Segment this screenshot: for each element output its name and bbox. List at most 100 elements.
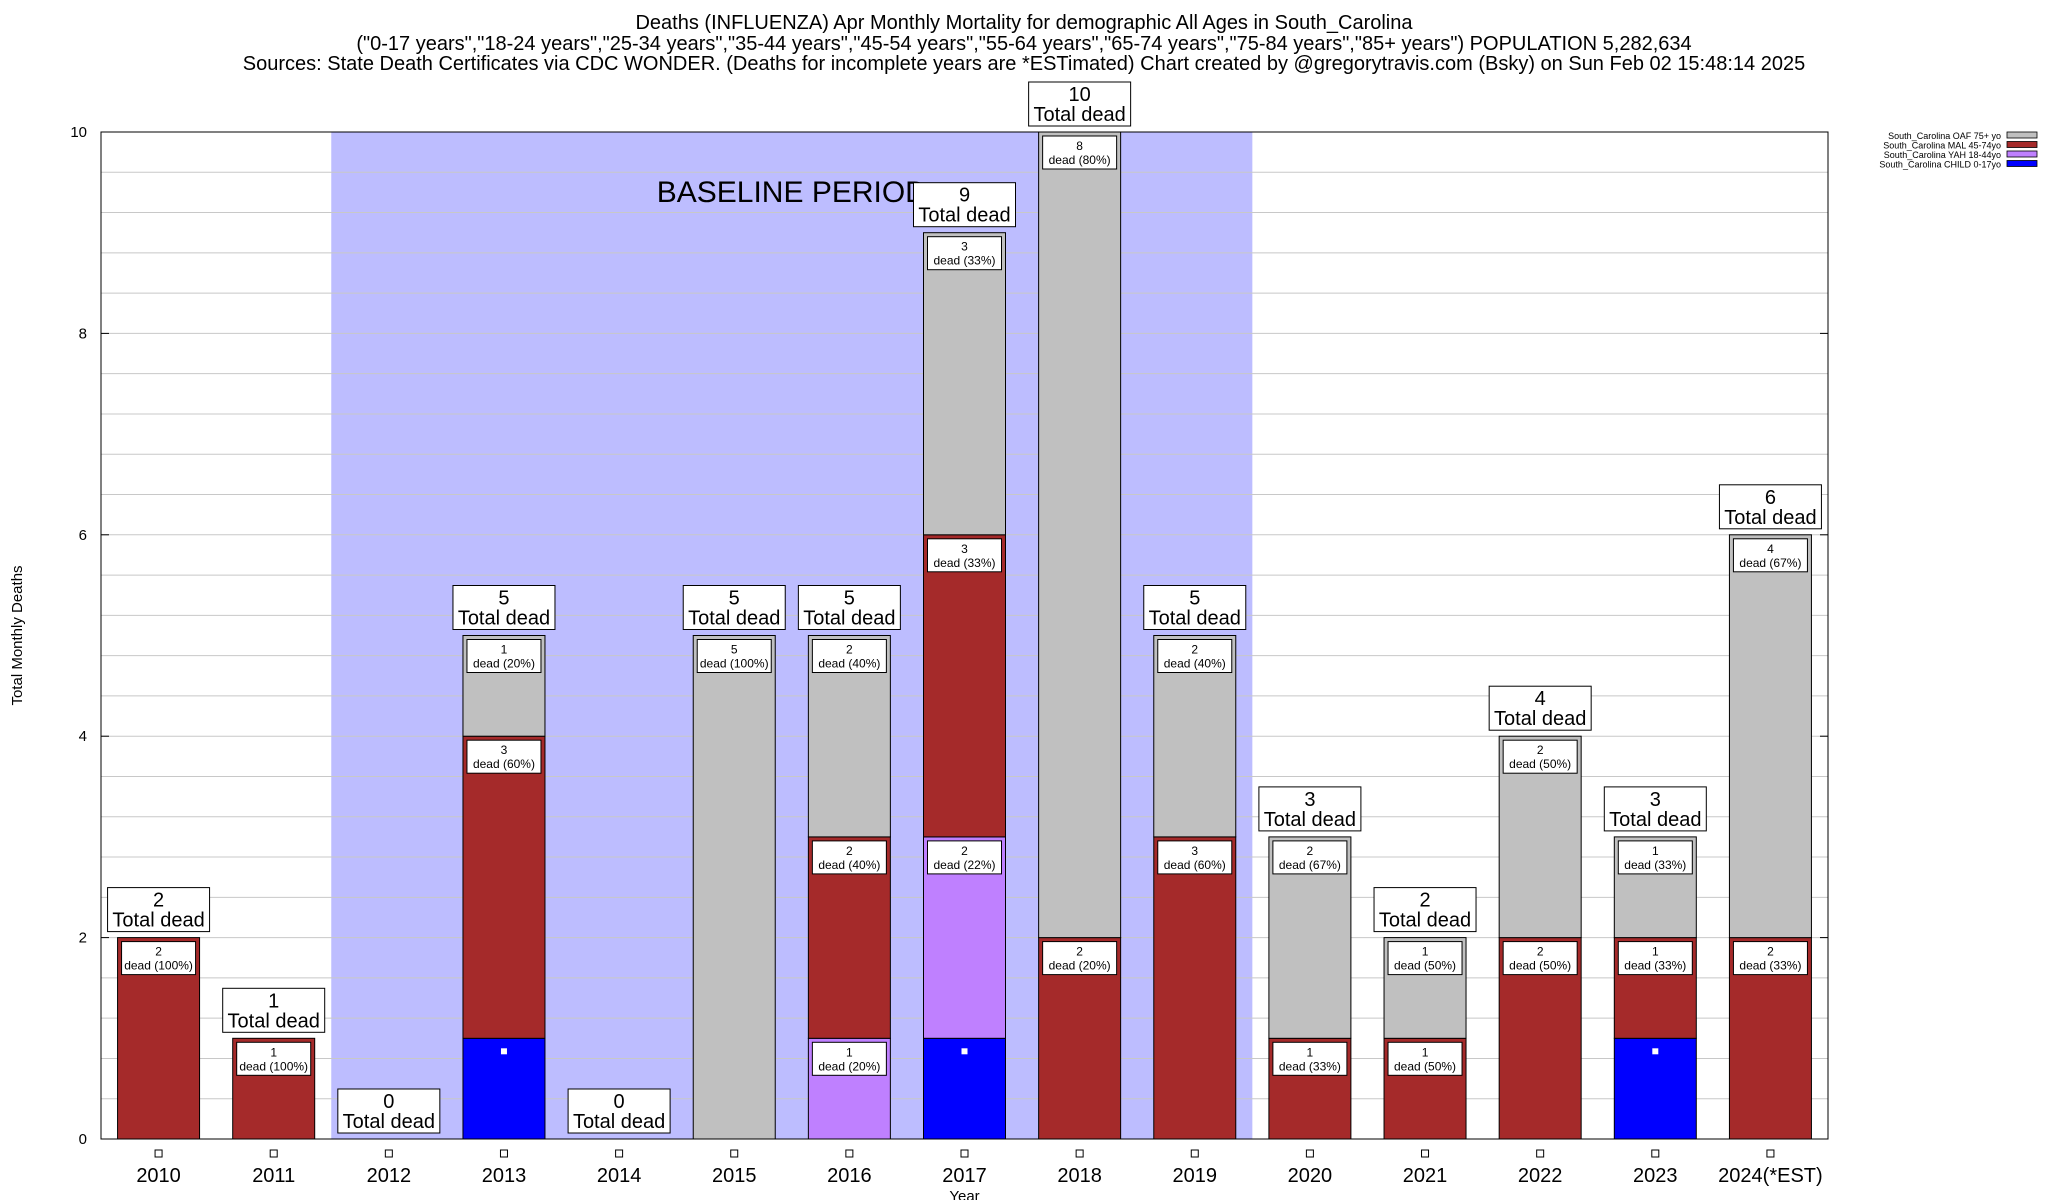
segment-label-box xyxy=(1387,1041,1463,1076)
legend-swatch xyxy=(2006,160,2038,167)
segment-label-value: 3 xyxy=(1191,844,1198,858)
segment-label-value: 1 xyxy=(501,643,508,657)
x-tick-label: 2021 xyxy=(1403,1165,1448,1187)
segment-label-text: dead (33%) xyxy=(1624,959,1686,973)
x-marker xyxy=(1536,1149,1545,1158)
chart-title: Deaths (INFLUENZA) Apr Monthly Mortality… xyxy=(635,12,1413,34)
segment-label-text: dead (67%) xyxy=(1279,858,1341,872)
segment-label-text: dead (100%) xyxy=(239,1059,308,1073)
total-label-value: 10 xyxy=(1069,84,1091,106)
x-tick-label: 2024(*EST) xyxy=(1718,1165,1823,1187)
legend: South_Carolina OAF 75+ yoSouth_Carolina … xyxy=(1879,131,2038,170)
x-marker xyxy=(1651,1149,1660,1158)
x-marker xyxy=(269,1149,278,1158)
total-label-value: 5 xyxy=(498,588,509,610)
x-marker xyxy=(960,1149,969,1158)
legend-label: South_Carolina MAL 45-74yo xyxy=(1883,141,2001,151)
segment-label-box xyxy=(696,639,772,673)
x-marker xyxy=(1075,1149,1084,1158)
segment-label-value: 2 xyxy=(846,844,853,858)
total-label-value: 6 xyxy=(1765,487,1776,509)
segment-label-value: 5 xyxy=(731,643,738,657)
total-label-box xyxy=(1373,887,1477,933)
segment-label-value: 2 xyxy=(1076,945,1083,959)
segment-label-text: dead (20%) xyxy=(473,657,535,671)
y-tick-label: 8 xyxy=(79,325,87,342)
total-label-text: Total dead xyxy=(688,608,780,630)
total-label-box xyxy=(107,887,211,933)
sources-line: Sources: State Death Certificates via CD… xyxy=(242,53,1806,75)
segment-label-text: dead (33%) xyxy=(933,556,995,570)
legend-swatch xyxy=(2006,150,2038,158)
segment-label-value: 3 xyxy=(961,240,968,254)
segment-label-value: 2 xyxy=(961,844,968,858)
bar-segment xyxy=(1038,131,1122,939)
total-label-value: 0 xyxy=(383,1091,394,1113)
legend-label: South_Carolina YAH 18-44yo xyxy=(1884,150,2001,160)
total-label-value: 4 xyxy=(1535,688,1546,710)
x-marker xyxy=(1766,1149,1775,1158)
x-marker xyxy=(615,1149,624,1158)
segment-label-box xyxy=(1617,941,1693,976)
segment-label-text: dead (100%) xyxy=(124,959,193,973)
total-label-text: Total dead xyxy=(112,910,204,932)
segment-label-text: dead (40%) xyxy=(818,657,880,671)
segment-label-value: 2 xyxy=(1191,643,1198,657)
total-label-value: 5 xyxy=(844,588,855,610)
bar-segment xyxy=(462,735,546,1039)
total-label-box xyxy=(1718,484,1822,530)
segment-label-value: 3 xyxy=(501,743,508,757)
segment-label-box xyxy=(1502,739,1578,774)
total-label-box xyxy=(567,1088,671,1134)
segment-label-text: dead (33%) xyxy=(1739,959,1801,973)
total-label-value: 1 xyxy=(268,990,279,1012)
segment-label-box xyxy=(811,1041,887,1076)
total-label-box xyxy=(682,585,786,630)
total-label-box xyxy=(913,182,1016,228)
x-tick-label: 2018 xyxy=(1057,1165,1102,1187)
x-tick-label: 2010 xyxy=(136,1165,181,1187)
segment-label-text: dead (20%) xyxy=(818,1059,880,1073)
segment-label-box xyxy=(1732,941,1808,976)
total-label-text: Total dead xyxy=(228,1010,320,1032)
y-axis-label: Total Monthly Deaths xyxy=(9,565,26,705)
bar-segment xyxy=(1728,534,1812,939)
total-label-text: Total dead xyxy=(1033,104,1125,126)
x-marker xyxy=(154,1149,163,1158)
segment-label-text: dead (40%) xyxy=(1164,657,1226,671)
segment-label-box xyxy=(1272,1041,1348,1076)
x-marker xyxy=(384,1149,393,1158)
total-label-box xyxy=(1603,786,1707,832)
x-tick-label: 2014 xyxy=(597,1165,642,1187)
total-label-text: Total dead xyxy=(343,1111,435,1133)
total-label-box xyxy=(337,1088,441,1134)
segment-label-text: dead (80%) xyxy=(1049,153,1111,167)
y-tick-label: 4 xyxy=(79,728,87,745)
total-label-value: 5 xyxy=(729,588,740,610)
x-marker xyxy=(1190,1149,1199,1158)
plot-frame xyxy=(100,131,1829,1140)
segment-label-text: dead (67%) xyxy=(1739,556,1801,570)
total-label-text: Total dead xyxy=(1494,708,1586,730)
x-tick-label: 2012 xyxy=(367,1165,412,1187)
total-label-box xyxy=(222,987,326,1033)
x-tick-label: 2019 xyxy=(1173,1165,1218,1187)
segment-label-value: 3 xyxy=(961,542,968,556)
total-label-value: 9 xyxy=(959,185,970,207)
total-label-box xyxy=(797,585,901,630)
total-label-text: Total dead xyxy=(1149,608,1241,630)
bar-segment xyxy=(692,635,776,1140)
segment-label-box xyxy=(1732,538,1808,573)
bar-segment xyxy=(462,1037,546,1140)
y-tick-label: 2 xyxy=(79,930,87,947)
segment-label-box xyxy=(927,236,1002,271)
total-label-box xyxy=(1488,685,1592,731)
y-tick-label: 6 xyxy=(79,527,87,544)
segment-label-value: 1 xyxy=(1307,1045,1314,1059)
bar-segment xyxy=(923,534,1006,838)
baseline-period-label: BASELINE PERIOD xyxy=(657,176,927,209)
legend-label: South_Carolina CHILD 0-17yo xyxy=(1879,160,2001,170)
segment-label-text: dead (50%) xyxy=(1394,959,1456,973)
